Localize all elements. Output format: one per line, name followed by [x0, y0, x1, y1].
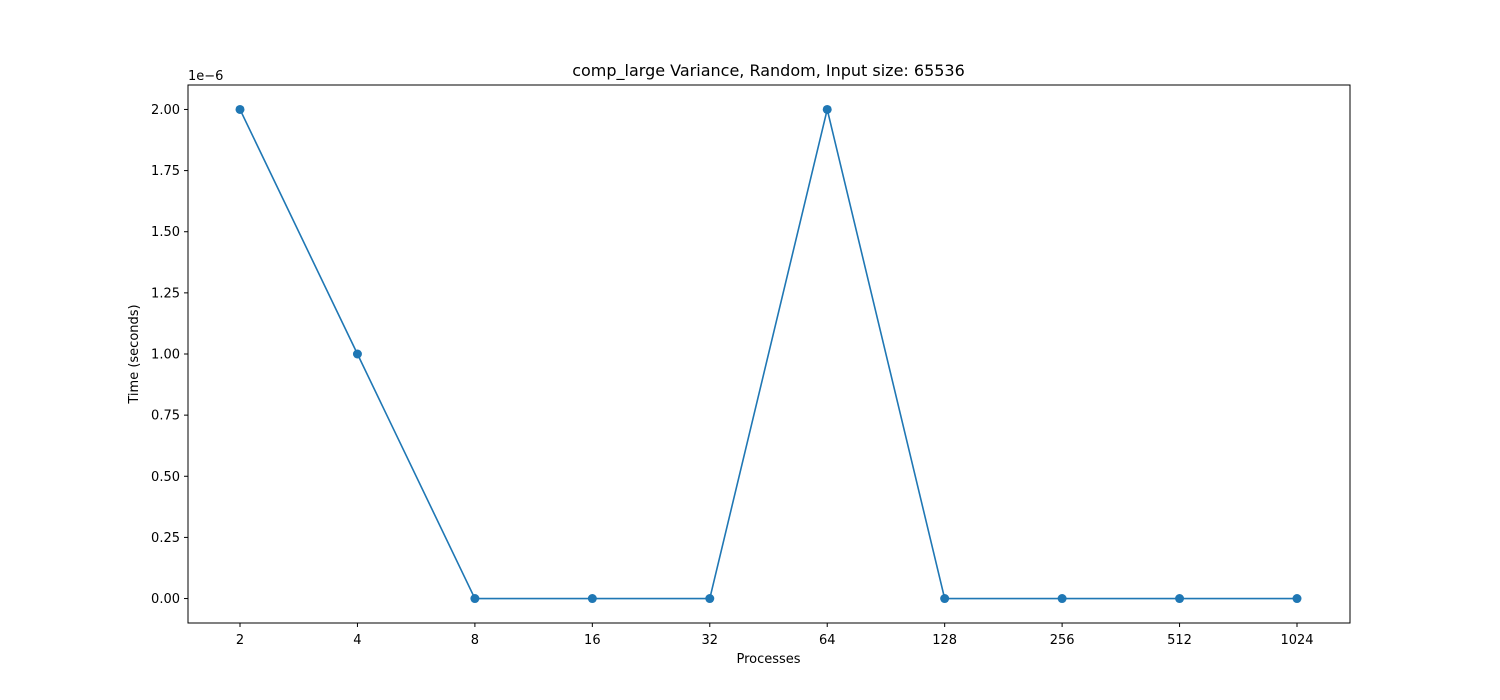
x-tick-label: 2 [236, 633, 244, 648]
x-tick-label: 64 [819, 633, 836, 648]
x-tick-label: 16 [584, 633, 601, 648]
data-point [940, 594, 950, 604]
data-point [352, 349, 362, 359]
y-tick-label: 0.75 [151, 409, 180, 424]
y-tick-label: 0.50 [151, 470, 180, 485]
data-point [587, 594, 597, 604]
x-tick-label: 256 [1050, 633, 1075, 648]
x-tick-label: 1024 [1280, 633, 1313, 648]
x-axis-label: Processes [736, 652, 800, 667]
y-axis-label: Time (seconds) [127, 304, 142, 404]
y-tick-label: 1.25 [151, 286, 180, 301]
y-tick-label: 1.50 [151, 225, 180, 240]
y-tick-label: 0.25 [151, 531, 180, 546]
data-point [705, 594, 715, 604]
data-point [1057, 594, 1067, 604]
x-tick-label: 128 [932, 633, 957, 648]
data-point [1292, 594, 1302, 604]
y-tick-label: 1.00 [151, 348, 180, 363]
x-tick-label: 8 [471, 633, 479, 648]
y-tick-label: 1.75 [151, 164, 180, 179]
x-tick-label: 32 [702, 633, 719, 648]
x-tick-label: 512 [1167, 633, 1192, 648]
data-point [822, 104, 832, 114]
data-point [470, 594, 480, 604]
data-point [1175, 594, 1185, 604]
y-offset-label: 1e−6 [188, 69, 223, 84]
data-point [235, 104, 245, 114]
series-line [239, 109, 1297, 600]
chart-title: comp_large Variance, Random, Input size:… [572, 61, 965, 81]
y-tick-label: 2.00 [151, 103, 180, 118]
x-tick-label: 4 [353, 633, 361, 648]
y-tick-label: 0.00 [151, 592, 180, 607]
plot-marks: 2 4 8 16 32 64 128 256 512 1024 0.00 0.25 0.50 0.75 1.… [151, 103, 1314, 648]
plot-area-frame [187, 84, 1351, 624]
